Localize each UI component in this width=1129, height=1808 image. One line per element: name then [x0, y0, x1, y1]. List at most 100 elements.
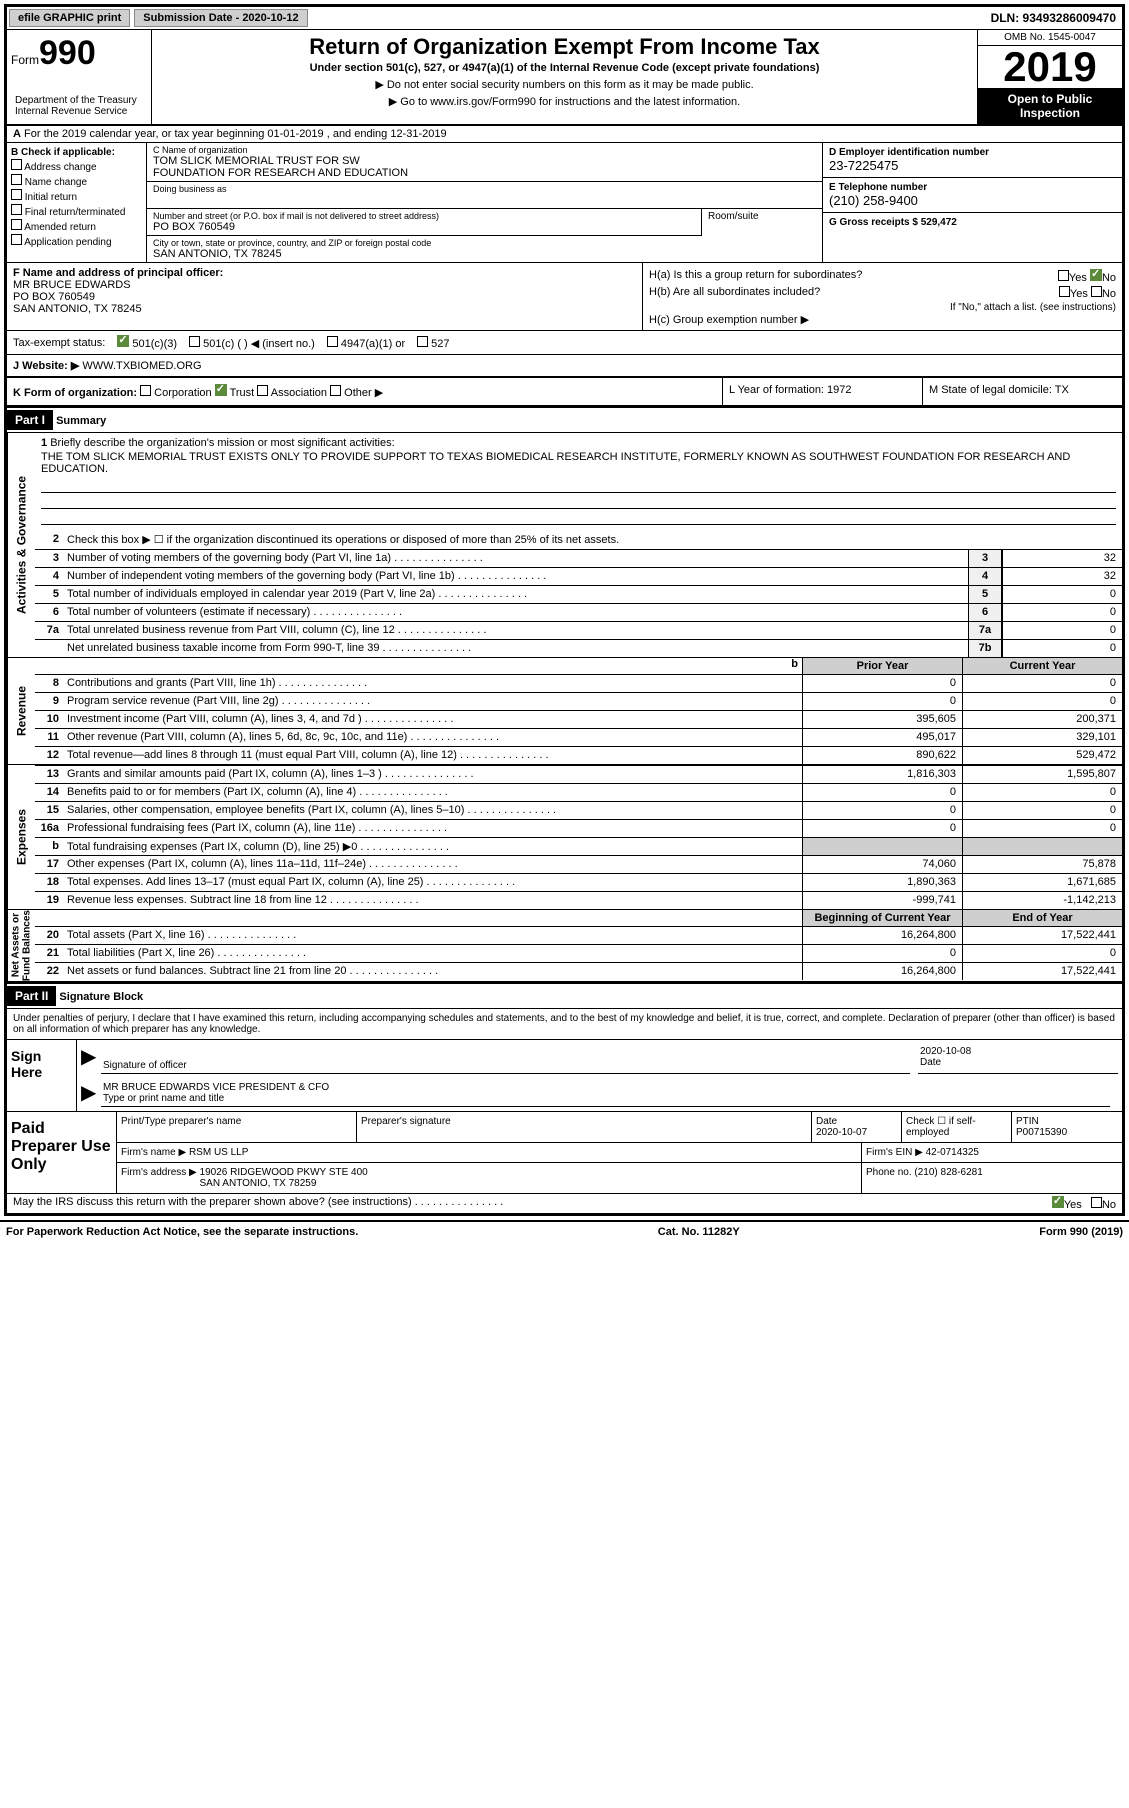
- discuss-label: May the IRS discuss this return with the…: [13, 1196, 503, 1211]
- table-row: 11Other revenue (Part VIII, column (A), …: [35, 728, 1122, 746]
- firm-name-label: Firm's name ▶: [121, 1147, 186, 1158]
- table-row: 15Salaries, other compensation, employee…: [35, 801, 1122, 819]
- section-f: F Name and address of principal officer:…: [7, 263, 642, 330]
- website-value: WWW.TXBIOMED.ORG: [82, 360, 201, 372]
- pra-notice: For Paperwork Reduction Act Notice, see …: [6, 1226, 358, 1238]
- table-row: bTotal fundraising expenses (Part IX, co…: [35, 837, 1122, 855]
- ptin-value: P00715390: [1016, 1127, 1067, 1138]
- addr-label: Number and street (or P.O. box if mail i…: [153, 211, 695, 221]
- warn-text: ▶ Do not enter social security numbers o…: [156, 78, 973, 91]
- cat-no: Cat. No. 11282Y: [658, 1226, 740, 1238]
- revenue-block: Revenue bPrior YearCurrent Year 8Contrib…: [7, 657, 1122, 764]
- chk-trust[interactable]: Trust: [215, 387, 255, 399]
- chk-501c[interactable]: 501(c) ( ) ◀ (insert no.): [189, 336, 315, 350]
- table-row: 13Grants and similar amounts paid (Part …: [35, 765, 1122, 783]
- firm-addr-label: Firm's address ▶: [121, 1167, 197, 1178]
- hb-answer: Yes No: [1059, 286, 1116, 300]
- paid-preparer-label: Paid Preparer Use Only: [7, 1112, 117, 1193]
- city-value: SAN ANTONIO, TX 78245: [153, 248, 816, 260]
- opt-label: 501(c)(3): [132, 338, 177, 350]
- table-row: 4Number of independent voting members of…: [35, 567, 1122, 585]
- chk-corp[interactable]: Corporation: [140, 387, 212, 399]
- chk-assoc[interactable]: Association: [257, 387, 327, 399]
- goto-link[interactable]: ▶ Go to www.irs.gov/Form990 for instruct…: [156, 95, 973, 108]
- org-name: TOM SLICK MEMORIAL TRUST FOR SW FOUNDATI…: [153, 155, 816, 179]
- firm-ein: 42-0714325: [926, 1147, 979, 1158]
- discuss-answer: Yes No: [1052, 1196, 1116, 1211]
- part1-header-row: Part I Summary: [7, 408, 1122, 433]
- prep-date: 2020-10-07: [816, 1127, 867, 1138]
- tax-year: 2019: [978, 46, 1122, 88]
- tax-period-text: For the 2019 calendar year, or tax year …: [24, 128, 447, 140]
- arrow-icon: ▶: [81, 1080, 101, 1107]
- hb-label: H(b) Are all subordinates included?: [649, 286, 820, 300]
- form-990-number: 990: [39, 34, 96, 72]
- sign-here-row: Sign Here ▶ Signature of officer 2020-10…: [7, 1039, 1122, 1111]
- officer-addr1: PO BOX 760549: [13, 291, 636, 303]
- efile-print-button[interactable]: efile GRAPHIC print: [9, 9, 130, 27]
- part2-title: Signature Block: [59, 991, 143, 1003]
- table-row: 5Total number of individuals employed in…: [35, 585, 1122, 603]
- section-fh: F Name and address of principal officer:…: [7, 263, 1122, 331]
- table-row: 17Other expenses (Part IX, column (A), l…: [35, 855, 1122, 873]
- chk-initial-return[interactable]: Initial return: [11, 189, 142, 203]
- part1-badge: Part I: [7, 410, 53, 430]
- current-year-header: Current Year: [962, 658, 1122, 674]
- chk-application-pending[interactable]: Application pending: [11, 234, 142, 248]
- chk-4947[interactable]: 4947(a)(1) or: [327, 336, 405, 350]
- table-row: 8Contributions and grants (Part VIII, li…: [35, 674, 1122, 692]
- paid-preparer-row: Paid Preparer Use Only Print/Type prepar…: [7, 1111, 1122, 1193]
- submission-date-button[interactable]: Submission Date - 2020-10-12: [134, 9, 307, 27]
- opt: Corporation: [154, 387, 211, 399]
- table-row: 19Revenue less expenses. Subtract line 1…: [35, 891, 1122, 909]
- ptin-label: PTIN: [1016, 1116, 1039, 1127]
- preparer-name-label: Print/Type preparer's name: [117, 1112, 357, 1142]
- opt: Association: [271, 387, 327, 399]
- self-employed-chk[interactable]: Check ☐ if self-employed: [902, 1112, 1012, 1142]
- form-title: Return of Organization Exempt From Incom…: [156, 34, 973, 60]
- yes-label: Yes: [1064, 1199, 1082, 1211]
- ha-answer: Yes No: [1058, 269, 1116, 284]
- sig-date: 2020-10-08: [920, 1046, 971, 1057]
- line1-mission: 1 Briefly describe the organization's mi…: [35, 433, 1122, 531]
- governance-block: Activities & Governance 1 Briefly descri…: [7, 433, 1122, 657]
- chk-name-change[interactable]: Name change: [11, 174, 142, 188]
- chk-amended-return[interactable]: Amended return: [11, 219, 142, 233]
- vtab-revenue: Revenue: [7, 658, 35, 764]
- section-c: C Name of organization TOM SLICK MEMORIA…: [147, 143, 822, 262]
- state-domicile: M State of legal domicile: TX: [922, 378, 1122, 405]
- section-klm: K Form of organization: Corporation Trus…: [7, 378, 1122, 408]
- addr-value: PO BOX 760549: [153, 221, 695, 233]
- part1-title: Summary: [56, 415, 106, 427]
- chk-501c3[interactable]: 501(c)(3): [117, 335, 177, 350]
- chk-other[interactable]: Other ▶: [330, 387, 383, 399]
- opt: Trust: [230, 387, 255, 399]
- sign-here-label: Sign Here: [7, 1040, 77, 1111]
- table-row: 18Total expenses. Add lines 13–17 (must …: [35, 873, 1122, 891]
- opt-label: 4947(a)(1) or: [341, 338, 405, 350]
- table-row: 9Program service revenue (Part VIII, lin…: [35, 692, 1122, 710]
- vtab-governance: Activities & Governance: [7, 433, 35, 657]
- chk-final-return[interactable]: Final return/terminated: [11, 204, 142, 218]
- org-name-label: C Name of organization: [153, 145, 816, 155]
- dept-treasury: Department of the Treasury Internal Reve…: [11, 93, 147, 119]
- gross-receipts: G Gross receipts $ 529,472: [829, 217, 1116, 228]
- section-bcd: B Check if applicable: Address change Na…: [7, 143, 1122, 263]
- mission-label: Briefly describe the organization's miss…: [50, 437, 394, 449]
- table-row: 3Number of voting members of the governi…: [35, 549, 1122, 567]
- no-label: No: [1102, 1199, 1116, 1211]
- chk-527[interactable]: 527: [417, 336, 449, 350]
- section-h: H(a) Is this a group return for subordin…: [642, 263, 1122, 330]
- section-b-title: B Check if applicable:: [11, 147, 142, 158]
- hc-label: H(c) Group exemption number ▶: [649, 313, 1116, 326]
- chk-address-change[interactable]: Address change: [11, 159, 142, 173]
- chk-label: Address change: [24, 162, 96, 173]
- page-footer: For Paperwork Reduction Act Notice, see …: [0, 1220, 1129, 1242]
- officer-addr2: SAN ANTONIO, TX 78245: [13, 303, 636, 315]
- declaration-text: Under penalties of perjury, I declare th…: [7, 1009, 1122, 1039]
- phone-value: (210) 258-9400: [829, 193, 1116, 208]
- officer-label: F Name and address of principal officer:: [13, 267, 223, 279]
- sig-date-label: Date: [920, 1057, 941, 1068]
- end-year-header: End of Year: [962, 910, 1122, 926]
- year-formation: L Year of formation: 1972: [722, 378, 922, 405]
